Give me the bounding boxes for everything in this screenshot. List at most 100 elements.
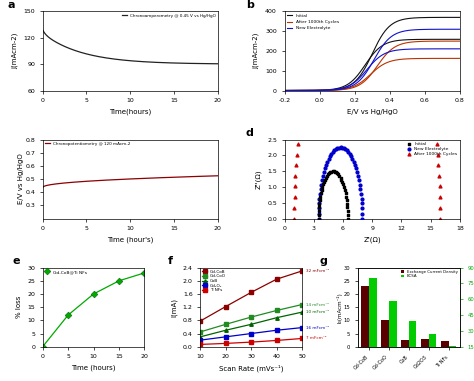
Y-axis label: E/V vs Hg/HgO: E/V vs Hg/HgO [18,154,24,205]
New Electrolyte [348,156,356,162]
Y-axis label: Z''(Ω): Z''(Ω) [255,169,262,189]
Initial [331,168,339,174]
Bar [409,322,417,363]
Bar [401,340,409,347]
After 1000th Cycles [433,141,440,147]
Text: 14 mFcm⁻²: 14 mFcm⁻² [306,303,329,307]
Legend: Gd-CoB, Gd-CoO, CoB, Gd₂O₃, Ti NFs: Gd-CoB, Gd-CoO, CoB, Gd₂O₃, Ti NFs [202,270,226,292]
Y-axis label: j(mAcm-2): j(mAcm-2) [253,33,260,69]
New Electrolyte [335,144,343,150]
Text: 16 mFcm⁻²: 16 mFcm⁻² [306,326,329,330]
Bar [389,301,397,363]
After 1000th Cycles [344,87,350,91]
After 1000th Cycles [460,39,466,43]
After 1000th Cycles [297,121,304,127]
Line: Gd-CoO: Gd-CoO [199,303,304,334]
New Electrolyte [351,162,359,168]
Gd-CoB [223,304,228,309]
New Electrolyte [358,200,366,207]
Line: Gd-CoB: Gd-CoB [199,269,304,323]
After 1000th Cycles [327,10,335,16]
New Electrolyte [456,27,462,32]
New Electrolyte [305,88,311,93]
Bar [429,334,437,363]
Initial [337,176,345,182]
New Electrolyte [356,186,364,192]
Bar [421,339,429,347]
New Electrolyte [354,173,362,179]
New Electrolyte [315,205,323,211]
Initial [282,88,287,93]
After 1000th Cycles [400,10,408,16]
New Electrolyte [340,145,347,151]
Initial [343,197,350,203]
After 1000th Cycles [362,79,367,84]
CoB [223,328,228,333]
After 1000th Cycles [295,131,303,137]
X-axis label: Time (hour's): Time (hour's) [107,237,154,243]
After 1000th Cycles [291,216,298,222]
Initial [324,171,332,177]
New Electrolyte [341,146,349,152]
New Electrolyte [317,186,324,192]
Initial [342,190,349,196]
New Electrolyte [329,149,337,155]
New Electrolyte [356,181,364,187]
X-axis label: E/V vs Hg/HgO: E/V vs Hg/HgO [347,109,398,115]
New Electrolyte [353,169,361,175]
After 1000th Cycles [293,152,301,158]
Ti NFs [198,342,203,347]
Initial [336,173,343,179]
New Electrolyte [359,216,366,222]
After 1000th Cycles [434,152,441,158]
After 1000th Cycles [435,173,443,179]
Gd₂O₃ [274,328,280,333]
After 1000th Cycles [403,16,410,22]
New Electrolyte [358,205,366,211]
Gd-CoO [198,330,203,334]
After 1000th Cycles [336,0,344,2]
Initial [319,181,327,187]
Text: 7 mFcm⁻²: 7 mFcm⁻² [306,336,327,341]
New Electrolyte [326,153,334,159]
After 1000th Cycles [291,194,298,200]
New Electrolyte [347,153,355,159]
Gd-CoO [274,308,280,313]
Initial [344,208,351,214]
New Electrolyte [352,165,360,171]
Legend: Initial, After 1000th Cycles, New Electrolyte: Initial, After 1000th Cycles, New Electr… [287,14,339,30]
Initial [317,190,325,196]
After 1000th Cycles [330,5,337,11]
New Electrolyte [328,151,335,157]
New Electrolyte [282,88,287,93]
After 1000th Cycles [305,74,312,80]
CoB [198,335,203,339]
After 1000th Cycles [426,92,433,98]
Gd₂O₃ [198,338,203,343]
Initial [325,170,333,176]
New Electrolyte [319,173,327,179]
After 1000th Cycles [309,58,317,64]
Initial [321,176,328,182]
Ti NFs [223,341,228,346]
New Electrolyte [318,88,324,93]
After 1000th Cycles [391,0,399,2]
New Electrolyte [320,169,328,175]
New Electrolyte [318,177,326,183]
Line: Gd₂O₃: Gd₂O₃ [199,326,304,342]
After 1000th Cycles [429,111,437,117]
New Electrolyte [315,200,323,207]
Legend: Gd-CoB@Ti NFs: Gd-CoB@Ti NFs [45,270,87,274]
After 1000th Cycles [430,121,438,127]
After 1000th Cycles [422,74,430,80]
New Electrolyte [322,162,330,168]
X-axis label: Time (hours): Time (hours) [71,365,116,371]
Initial [341,187,349,193]
After 1000th Cycles [424,83,432,89]
Initial [337,174,344,181]
New Electrolyte [337,144,344,150]
CoB [248,322,254,327]
Bar [382,320,389,347]
Initial [343,200,351,207]
Bar [449,346,456,363]
